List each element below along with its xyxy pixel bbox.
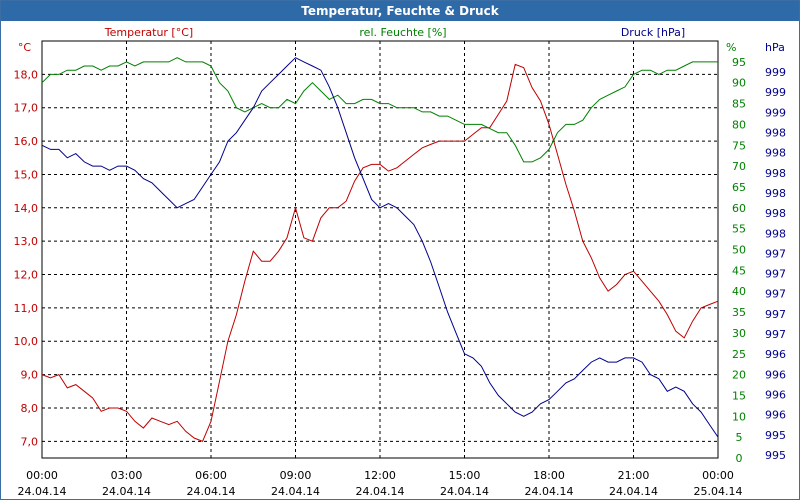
- temperature-tick-label: 11,0: [14, 302, 39, 315]
- pressure-axis-label: Druck [hPa]: [621, 26, 685, 39]
- x-tick-date-label: 24.04.14: [271, 485, 320, 498]
- humidity-tick-label: 35: [732, 306, 746, 319]
- x-tick-date-label: 25.04.14: [694, 485, 743, 498]
- temperature-tick-label: 15,0: [14, 168, 39, 181]
- pressure-tick-label: 995: [765, 449, 786, 462]
- humidity-tick-label: 45: [732, 264, 746, 277]
- humidity-tick-label: 75: [732, 139, 746, 152]
- pressure-tick-label: 998: [765, 187, 786, 200]
- humidity-series-line: [41, 57, 718, 163]
- humidity-tick-label: 85: [732, 98, 746, 111]
- humidity-tick-label: 10: [732, 410, 746, 423]
- humidity-tick-label: 5: [736, 431, 743, 444]
- x-tick-date-label: 24.04.14: [609, 485, 658, 498]
- pressure-tick-label: 997: [765, 328, 786, 341]
- x-tick-time-label: 00:00: [26, 469, 58, 482]
- pressure-tick-label: 998: [765, 207, 786, 220]
- pressure-unit-label: hPa: [765, 41, 785, 54]
- humidity-tick-label: 70: [732, 160, 746, 173]
- x-tick-time-label: 12:00: [364, 469, 396, 482]
- humidity-tick-label: 90: [732, 77, 746, 90]
- x-tick-date-label: 24.04.14: [187, 485, 236, 498]
- window-title: Temperatur, Feuchte & Druck: [1, 1, 799, 21]
- x-tick-time-label: 21:00: [618, 469, 650, 482]
- pressure-tick-label: 995: [765, 429, 786, 442]
- pressure-tick-label: 996: [765, 368, 786, 381]
- humidity-tick-label: 20: [732, 369, 746, 382]
- humidity-tick-label: 40: [732, 285, 746, 298]
- temperature-unit-label: °C: [18, 41, 32, 54]
- x-tick-time-label: 15:00: [449, 469, 481, 482]
- temperature-tick-label: 12,0: [14, 269, 39, 282]
- humidity-unit-label: %: [726, 41, 736, 54]
- pressure-tick-label: 996: [765, 348, 786, 361]
- humidity-tick-label: 80: [732, 118, 746, 131]
- pressure-series-line: [41, 57, 719, 438]
- pressure-tick-label: 998: [765, 227, 786, 240]
- pressure-tick-label: 999: [765, 86, 786, 99]
- pressure-tick-label: 996: [765, 389, 786, 402]
- humidity-tick-label: 65: [732, 181, 746, 194]
- temperature-tick-label: 9,0: [21, 369, 39, 382]
- temperature-tick-label: 18,0: [14, 68, 39, 81]
- pressure-tick-label: 997: [765, 288, 786, 301]
- humidity-tick-label: 95: [732, 56, 746, 69]
- x-tick-date-label: 24.04.14: [18, 485, 67, 498]
- pressure-tick-label: 998: [765, 126, 786, 139]
- temperature-series-line: [41, 63, 719, 442]
- humidity-tick-label: 60: [732, 202, 746, 215]
- humidity-axis-label: rel. Feuchte [%]: [359, 26, 446, 39]
- temperature-tick-label: 17,0: [14, 102, 39, 115]
- humidity-tick-label: 50: [732, 244, 746, 257]
- pressure-tick-label: 999: [765, 66, 786, 79]
- x-tick-date-label: 24.04.14: [440, 485, 489, 498]
- humidity-tick-label: 30: [732, 327, 746, 340]
- x-tick-time-label: 18:00: [533, 469, 565, 482]
- temperature-axis-label: Temperatur [°C]: [104, 26, 193, 39]
- temperature-tick-label: 13,0: [14, 235, 39, 248]
- pressure-tick-label: 998: [765, 147, 786, 160]
- humidity-tick-label: 15: [732, 389, 746, 402]
- x-tick-time-label: 06:00: [195, 469, 227, 482]
- pressure-tick-label: 997: [765, 247, 786, 260]
- x-tick-date-label: 24.04.14: [102, 485, 151, 498]
- x-tick-time-label: 03:00: [111, 469, 143, 482]
- pressure-tick-label: 998: [765, 167, 786, 180]
- temperature-tick-label: 14,0: [14, 202, 39, 215]
- humidity-tick-label: 0: [736, 452, 743, 465]
- x-tick-date-label: 24.04.14: [525, 485, 574, 498]
- temperature-tick-label: 8,0: [21, 402, 39, 415]
- pressure-tick-label: 999: [765, 106, 786, 119]
- temperature-tick-label: 10,0: [14, 335, 39, 348]
- temperature-tick-label: 7,0: [21, 435, 39, 448]
- pressure-tick-label: 997: [765, 308, 786, 321]
- x-tick-time-label: 00:00: [702, 469, 734, 482]
- x-tick-time-label: 09:00: [280, 469, 312, 482]
- humidity-tick-label: 55: [732, 223, 746, 236]
- temperature-tick-label: 16,0: [14, 135, 39, 148]
- pressure-tick-label: 996: [765, 409, 786, 422]
- x-tick-date-label: 24.04.14: [356, 485, 405, 498]
- humidity-tick-label: 25: [732, 348, 746, 361]
- pressure-tick-label: 997: [765, 268, 786, 281]
